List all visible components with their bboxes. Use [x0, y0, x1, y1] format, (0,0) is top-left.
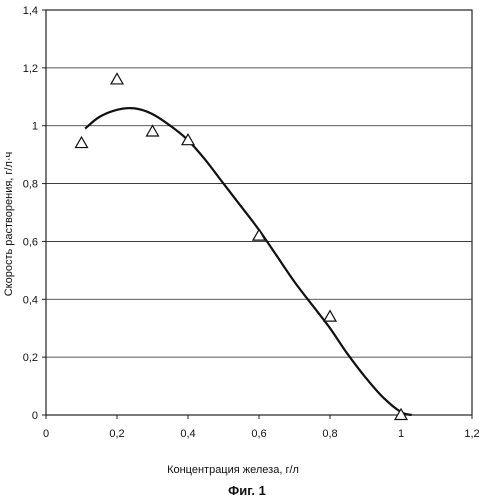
x-tick-label: 1,2 — [464, 428, 479, 440]
trend-line — [84, 106, 412, 417]
x-tick-label: 1 — [398, 428, 404, 440]
x-tick-label: 0,2 — [109, 428, 124, 440]
x-tick-label: 0,4 — [180, 428, 195, 440]
axes — [42, 9, 473, 419]
x-tick-label: 0,6 — [251, 428, 266, 440]
data-point-triangle — [322, 309, 338, 322]
y-tick-label: 0,8 — [23, 179, 38, 191]
data-point-triangle — [251, 228, 267, 241]
y-axis-title: Скорость растворения, г/л·ч — [3, 152, 15, 297]
plot-frame — [45, 9, 473, 416]
data-point-triangle — [393, 407, 409, 421]
x-axis-title: Концентрация железа, г/л — [167, 464, 299, 476]
y-tick-label: 0,6 — [23, 236, 38, 248]
y-tick-label: 0,4 — [23, 294, 38, 306]
data-point-triangle — [109, 72, 125, 85]
y-tick-label: 1,4 — [23, 5, 38, 17]
figure-caption: Фиг. 1 — [228, 483, 266, 498]
trend-line-layer — [84, 106, 412, 417]
grid — [46, 9, 472, 358]
data-point-triangle — [74, 135, 89, 149]
tick-labels: 0 0,2 0,4 0,6 0,8 1 1,2 1,4 0 0,2 0,4 0,6 0,8 1 1,2 — [23, 5, 480, 440]
y-tick-label: 1 — [32, 121, 38, 133]
x-tick-label: 0,8 — [322, 428, 337, 440]
data-points — [74, 72, 409, 421]
x-tick-label: 0 — [43, 428, 49, 440]
data-point-triangle — [180, 132, 196, 146]
data-point-triangle — [145, 124, 160, 137]
y-tick-label: 0 — [32, 410, 38, 422]
y-tick-label: 0,2 — [23, 352, 38, 364]
y-tick-label: 1,2 — [23, 63, 38, 75]
